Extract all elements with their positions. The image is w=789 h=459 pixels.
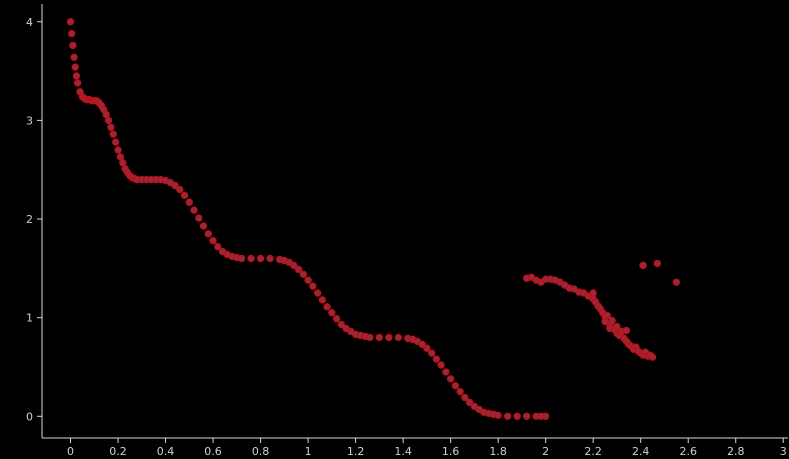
data-point bbox=[653, 259, 662, 268]
y-tick-label: 4 bbox=[26, 16, 33, 29]
data-point bbox=[185, 198, 193, 206]
data-point bbox=[613, 322, 621, 331]
data-point bbox=[102, 110, 110, 119]
data-point bbox=[639, 261, 647, 270]
data-point bbox=[461, 393, 469, 402]
data-point bbox=[111, 138, 120, 146]
data-point bbox=[423, 344, 431, 352]
data-point bbox=[247, 254, 255, 263]
data-point bbox=[107, 123, 115, 131]
data-point bbox=[522, 412, 531, 420]
data-point bbox=[114, 146, 122, 154]
data-point bbox=[541, 412, 550, 420]
data-point bbox=[513, 412, 521, 420]
data-point bbox=[332, 314, 341, 323]
data-point bbox=[337, 320, 346, 329]
y-tick-label: 3 bbox=[26, 114, 33, 127]
data-point bbox=[104, 116, 113, 125]
y-ticks: 0 1 2 3 4 bbox=[26, 16, 42, 423]
x-tick-label: 2.6 bbox=[679, 445, 697, 458]
data-point bbox=[672, 278, 681, 286]
data-point bbox=[66, 18, 75, 26]
x-tick-label: 2.8 bbox=[727, 445, 745, 458]
data-point bbox=[437, 361, 445, 369]
data-point bbox=[456, 387, 464, 396]
data-point bbox=[366, 333, 374, 342]
data-point bbox=[318, 296, 327, 304]
data-point bbox=[109, 130, 117, 138]
x-tick-label: 1.6 bbox=[442, 445, 460, 458]
data-point bbox=[648, 353, 657, 361]
data-point bbox=[385, 333, 393, 342]
x-tick-label: 1.4 bbox=[394, 445, 412, 458]
data-point bbox=[446, 375, 455, 383]
data-point bbox=[180, 191, 189, 200]
data-point bbox=[256, 254, 265, 263]
data-point bbox=[204, 230, 213, 238]
data-point bbox=[608, 316, 616, 325]
data-point bbox=[266, 254, 274, 263]
data-point bbox=[171, 181, 179, 190]
data-points bbox=[66, 18, 681, 420]
data-point bbox=[304, 276, 312, 284]
data-point bbox=[237, 254, 246, 263]
x-tick-label: 2.2 bbox=[584, 445, 602, 458]
data-point bbox=[503, 412, 512, 420]
x-ticks: 0 0.2 0.4 0.6 0.8 1 1.2 1.4 1.6 1.8 2 2.2 2.4 2.6 2.8 3 bbox=[67, 438, 787, 458]
x-tick-label: 1.8 bbox=[489, 445, 507, 458]
data-point bbox=[394, 333, 403, 342]
x-tick-label: 0.6 bbox=[204, 445, 222, 458]
data-point bbox=[209, 237, 217, 245]
data-point bbox=[299, 270, 308, 278]
series-2 bbox=[522, 259, 681, 361]
data-point bbox=[622, 326, 631, 335]
data-point bbox=[442, 368, 450, 376]
data-point bbox=[290, 261, 298, 270]
data-point bbox=[195, 214, 203, 222]
data-point bbox=[328, 309, 336, 317]
x-tick-label: 2 bbox=[542, 445, 549, 458]
data-point bbox=[494, 411, 502, 420]
y-tick-label: 2 bbox=[26, 213, 33, 226]
data-point bbox=[190, 206, 198, 214]
x-tick-label: 2.4 bbox=[632, 445, 650, 458]
data-point bbox=[603, 311, 612, 320]
data-point bbox=[465, 398, 474, 407]
y-tick-label: 1 bbox=[26, 312, 33, 325]
data-point bbox=[69, 41, 77, 50]
x-tick-label: 3 bbox=[780, 445, 787, 458]
data-point bbox=[72, 72, 81, 80]
x-tick-label: 0.8 bbox=[252, 445, 270, 458]
x-tick-label: 1 bbox=[305, 445, 312, 458]
data-point bbox=[418, 340, 426, 348]
data-point bbox=[67, 29, 76, 38]
data-point bbox=[176, 185, 184, 194]
data-point bbox=[309, 282, 317, 290]
data-point bbox=[432, 355, 441, 363]
y-tick-label: 0 bbox=[26, 410, 33, 423]
x-tick-label: 0 bbox=[67, 445, 74, 458]
data-point bbox=[119, 159, 127, 167]
data-point bbox=[427, 349, 436, 357]
x-tick-label: 1.2 bbox=[347, 445, 365, 458]
x-tick-label: 0.4 bbox=[157, 445, 175, 458]
data-point bbox=[199, 222, 208, 230]
axes bbox=[41, 4, 788, 439]
data-point bbox=[323, 303, 331, 311]
data-point bbox=[589, 289, 597, 297]
data-point bbox=[313, 289, 322, 297]
data-point bbox=[294, 265, 303, 274]
data-point bbox=[73, 79, 82, 87]
data-point bbox=[375, 333, 384, 342]
data-point bbox=[451, 382, 460, 390]
data-point bbox=[70, 53, 78, 61]
series-1 bbox=[66, 18, 550, 420]
x-tick-label: 0.2 bbox=[109, 445, 127, 458]
data-point bbox=[214, 242, 222, 251]
data-point bbox=[116, 153, 125, 161]
data-point bbox=[71, 63, 79, 71]
